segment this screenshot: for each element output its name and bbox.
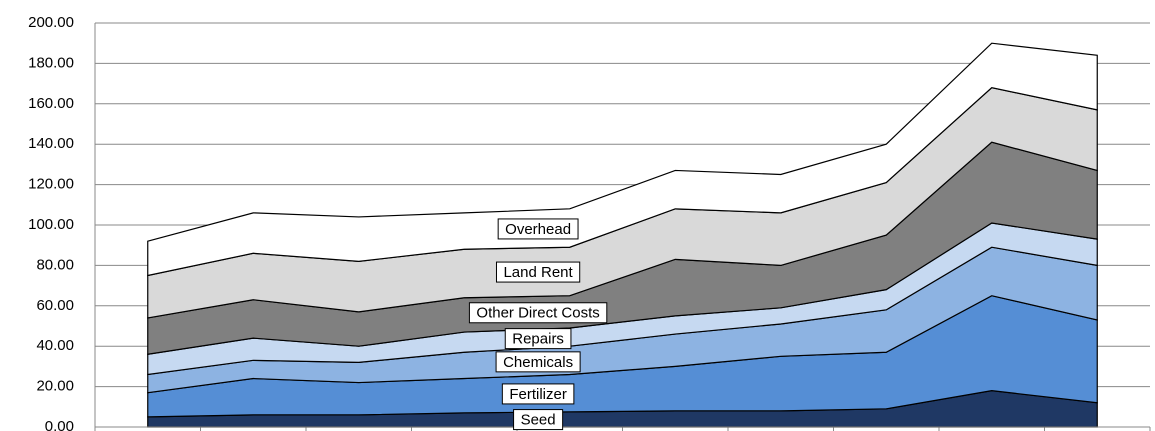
- legend-label: Land Rent: [503, 264, 573, 281]
- y-tick-label: 0.00: [45, 418, 74, 431]
- legend-label: Repairs: [512, 331, 564, 348]
- y-tick-label: 80.00: [36, 256, 74, 273]
- legend-label: Overhead: [505, 221, 571, 238]
- legend-item: Seed: [513, 409, 564, 431]
- legend-box: [513, 409, 564, 431]
- legend-label: Seed: [521, 412, 556, 429]
- legend-box: [495, 261, 581, 283]
- legend-item: Repairs: [504, 328, 572, 350]
- legend-item: Other Direct Costs: [468, 302, 608, 324]
- legend-box: [468, 302, 608, 324]
- legend-item: Chemicals: [495, 351, 581, 373]
- y-tick-label: 60.00: [36, 297, 74, 314]
- area: [147, 42, 1098, 277]
- y-tick-label: 140.00: [28, 135, 74, 152]
- y-tick-label: 160.00: [28, 95, 74, 112]
- legend-box: [495, 351, 581, 373]
- y-tick-label: 120.00: [28, 176, 74, 193]
- y-tick-label: 40.00: [36, 337, 74, 354]
- legend-box: [497, 218, 579, 240]
- legend-item: Fertilizer: [501, 383, 575, 405]
- legend-item: Land Rent: [495, 261, 581, 283]
- y-tick-label: 180.00: [28, 54, 74, 71]
- legend-label: Chemicals: [503, 354, 573, 371]
- legend-label: Other Direct Costs: [476, 305, 599, 322]
- y-tick-label: 200.00: [28, 14, 74, 31]
- legend-label: Fertilizer: [509, 386, 567, 403]
- y-tick-label: 20.00: [36, 378, 74, 395]
- legend-item: Overhead: [497, 218, 579, 240]
- y-tick-label: 100.00: [28, 216, 74, 233]
- legend-box: [501, 383, 575, 405]
- legend-box: [504, 328, 572, 350]
